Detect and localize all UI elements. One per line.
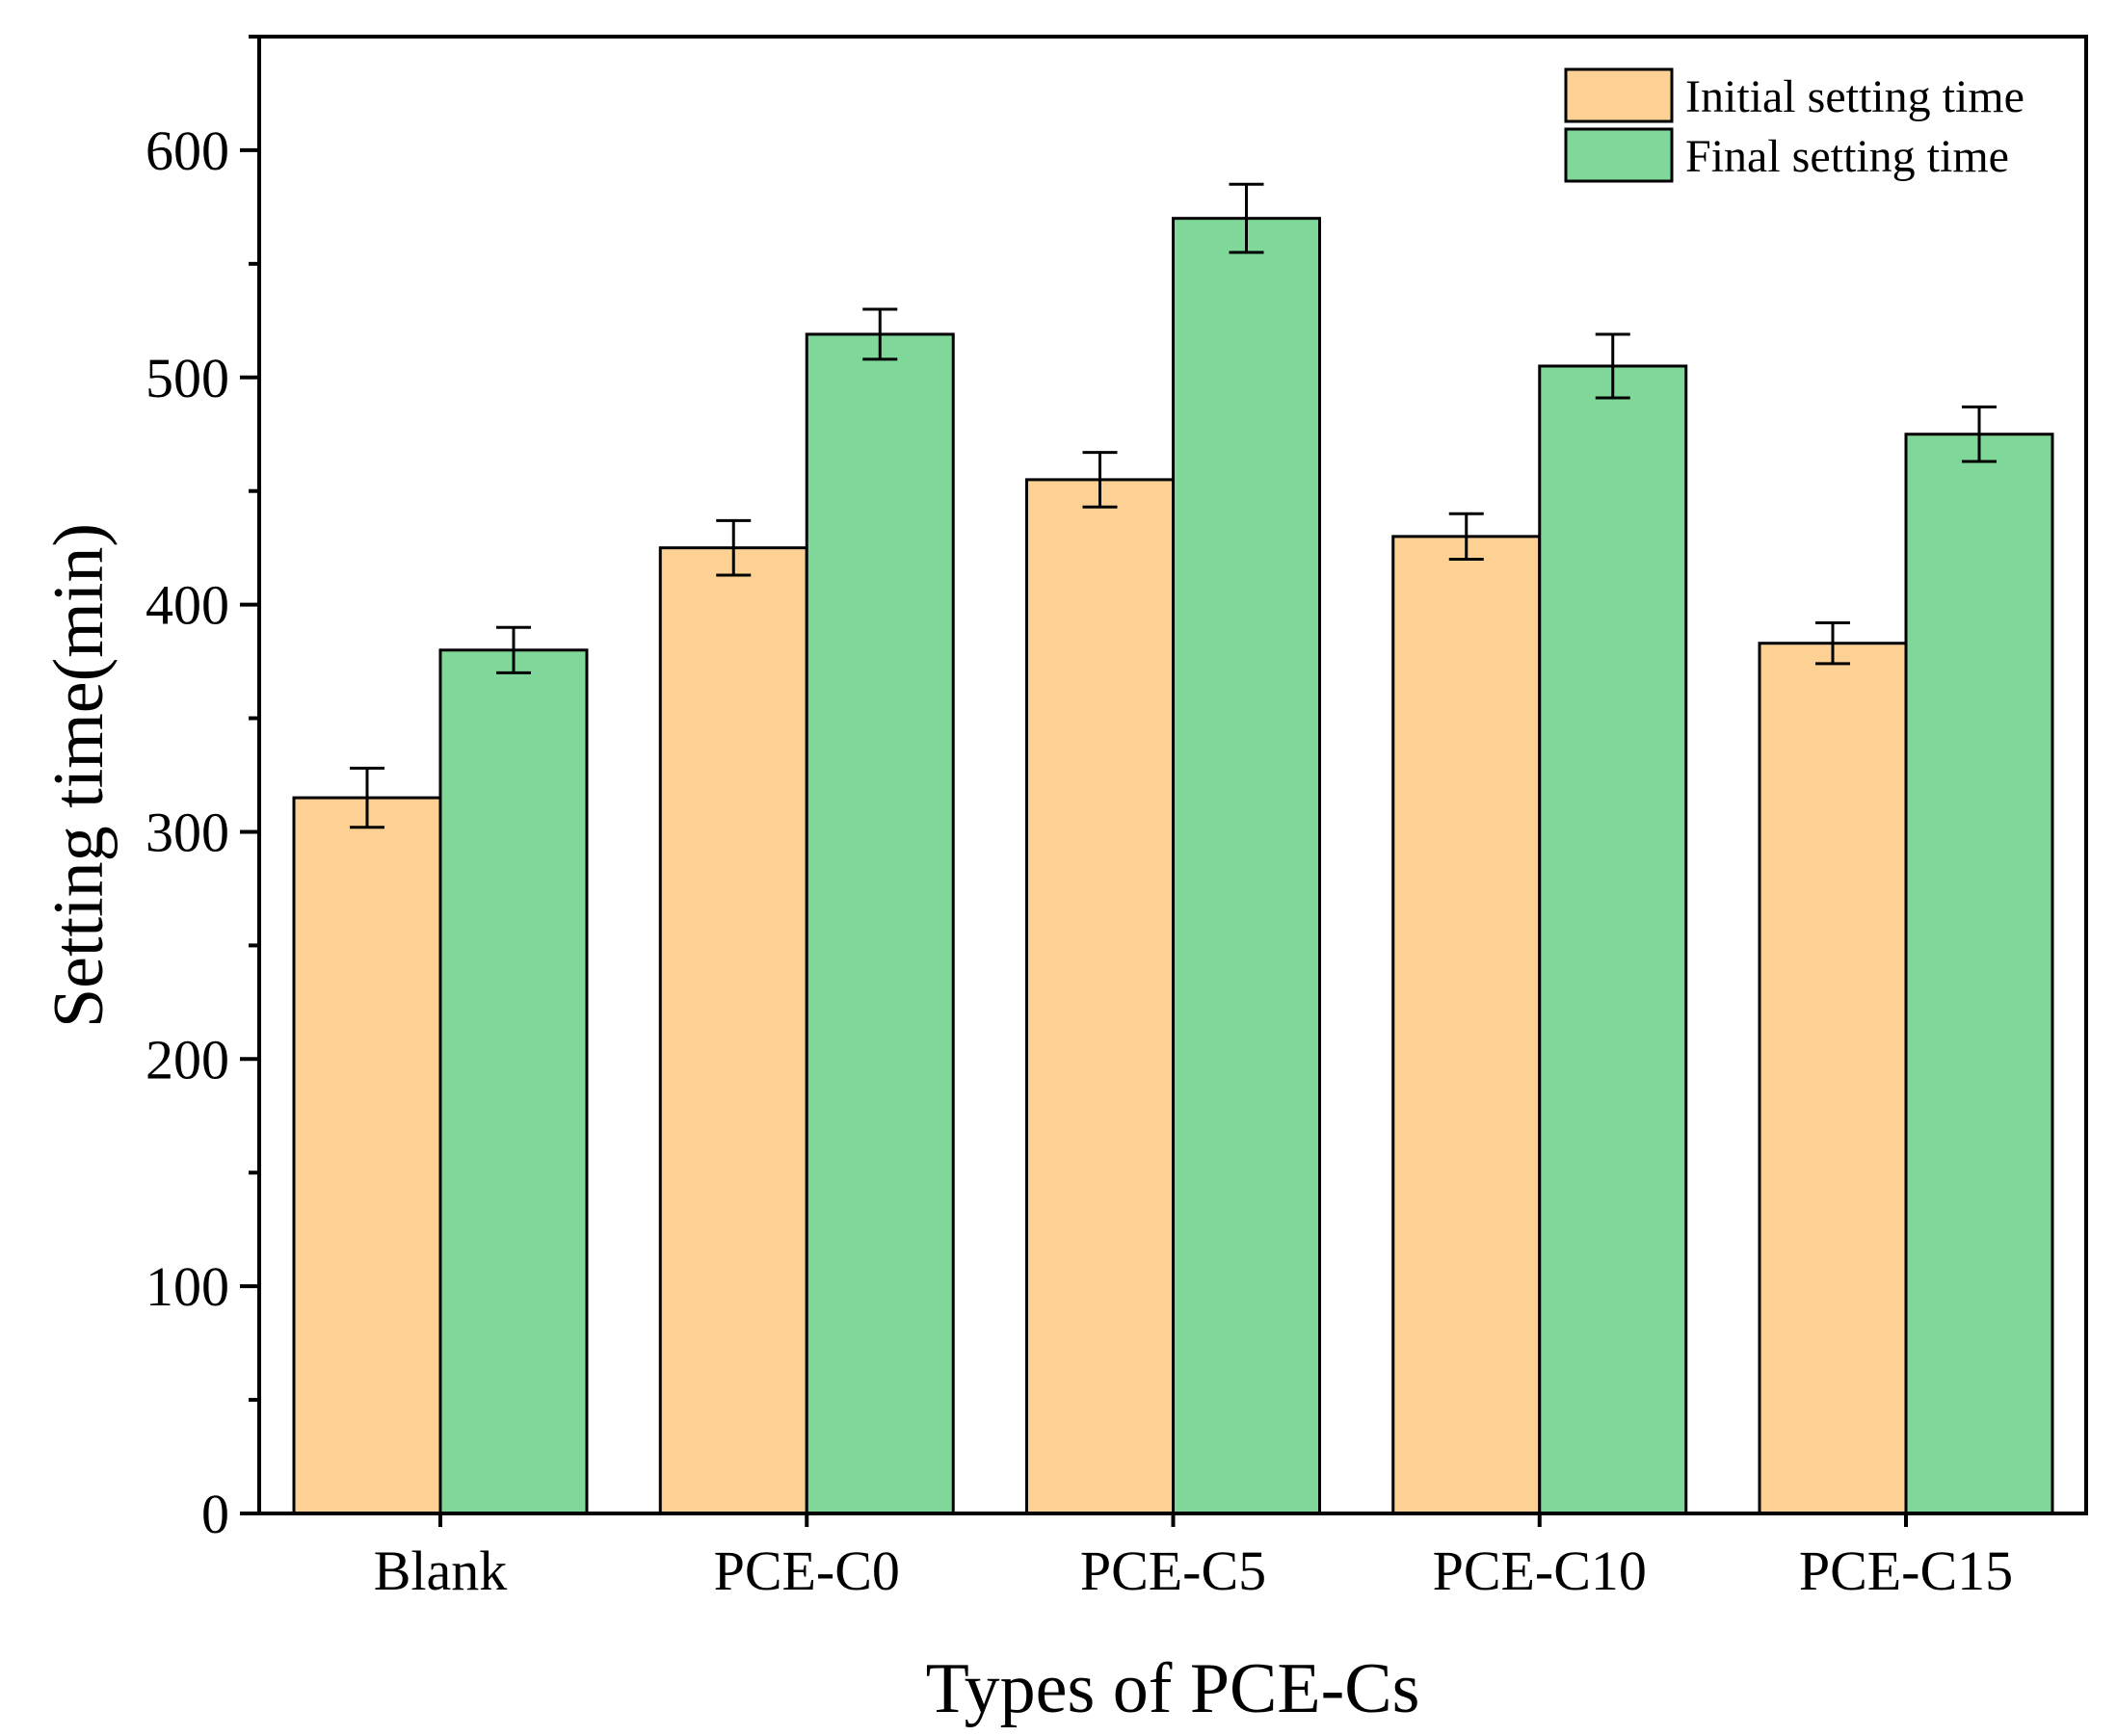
legend-swatch-final [1564, 127, 1674, 183]
bar-initial-pce-c15 [1758, 642, 1908, 1515]
error-bar-final-pce-c10 [1595, 332, 1630, 400]
y-tick-label-300: 300 [146, 801, 229, 863]
error-bar-initial-pce-c0 [716, 518, 752, 577]
error-bar-initial-blank [350, 766, 384, 829]
error-bar-final-pce-c15 [1962, 405, 1997, 463]
bar-final-pce-c5 [1172, 217, 1321, 1515]
legend-swatch-initial [1564, 67, 1674, 123]
x-tick-label-blank: Blank [374, 1539, 508, 1602]
legend-label-final: Final setting time [1685, 131, 2009, 182]
y-axis-label: Setting time(min) [40, 523, 119, 1028]
y-tick-label-100: 100 [146, 1255, 229, 1318]
y-tick-label-600: 600 [146, 119, 229, 182]
legend-item-initial: Initial setting time [1564, 67, 2024, 123]
x-tick-labels-layer: Blank PCE-C0 PCE-C5 PCE-C10 PCE-C15 [374, 1539, 2013, 1602]
error-bar-initial-pce-c5 [1082, 451, 1118, 509]
y-tick-label-500: 500 [146, 347, 229, 409]
error-bar-final-pce-c0 [862, 307, 898, 361]
x-axis-label: Types of PCE-Cs [926, 1649, 1420, 1728]
bar-initial-blank [292, 796, 442, 1515]
bar-final-blank [438, 648, 589, 1515]
x-tick-label-pce-c5: PCE-C5 [1080, 1539, 1266, 1602]
legend: Initial setting time Final setting time [1564, 67, 2024, 183]
legend-item-final: Final setting time [1564, 127, 2009, 183]
error-bar-initial-pce-c15 [1815, 620, 1850, 666]
x-tick-label-pce-c15: PCE-C15 [1799, 1539, 2013, 1602]
error-bar-final-blank [496, 625, 531, 674]
y-tick-label-0: 0 [201, 1483, 229, 1545]
error-bar-final-pce-c5 [1229, 182, 1264, 254]
bar-final-pce-c15 [1904, 433, 2054, 1515]
bar-final-pce-c10 [1538, 364, 1688, 1515]
bar-final-pce-c0 [805, 332, 955, 1515]
x-tick-label-pce-c0: PCE-C0 [714, 1539, 900, 1602]
y-ticks-layer: 0 100 200 300 400 500 600 [146, 35, 1908, 1545]
bar-initial-pce-c10 [1391, 535, 1542, 1515]
x-tick-label-pce-c10: PCE-C10 [1433, 1539, 1647, 1602]
bar-initial-pce-c0 [658, 546, 808, 1515]
y-tick-label-400: 400 [146, 574, 229, 637]
legend-label-initial: Initial setting time [1685, 71, 2024, 122]
error-bars-layer [350, 182, 1997, 829]
bars-layer [292, 217, 2054, 1515]
error-bar-initial-pce-c10 [1448, 512, 1484, 561]
bar-initial-pce-c5 [1025, 478, 1175, 1515]
y-tick-label-200: 200 [146, 1028, 229, 1091]
